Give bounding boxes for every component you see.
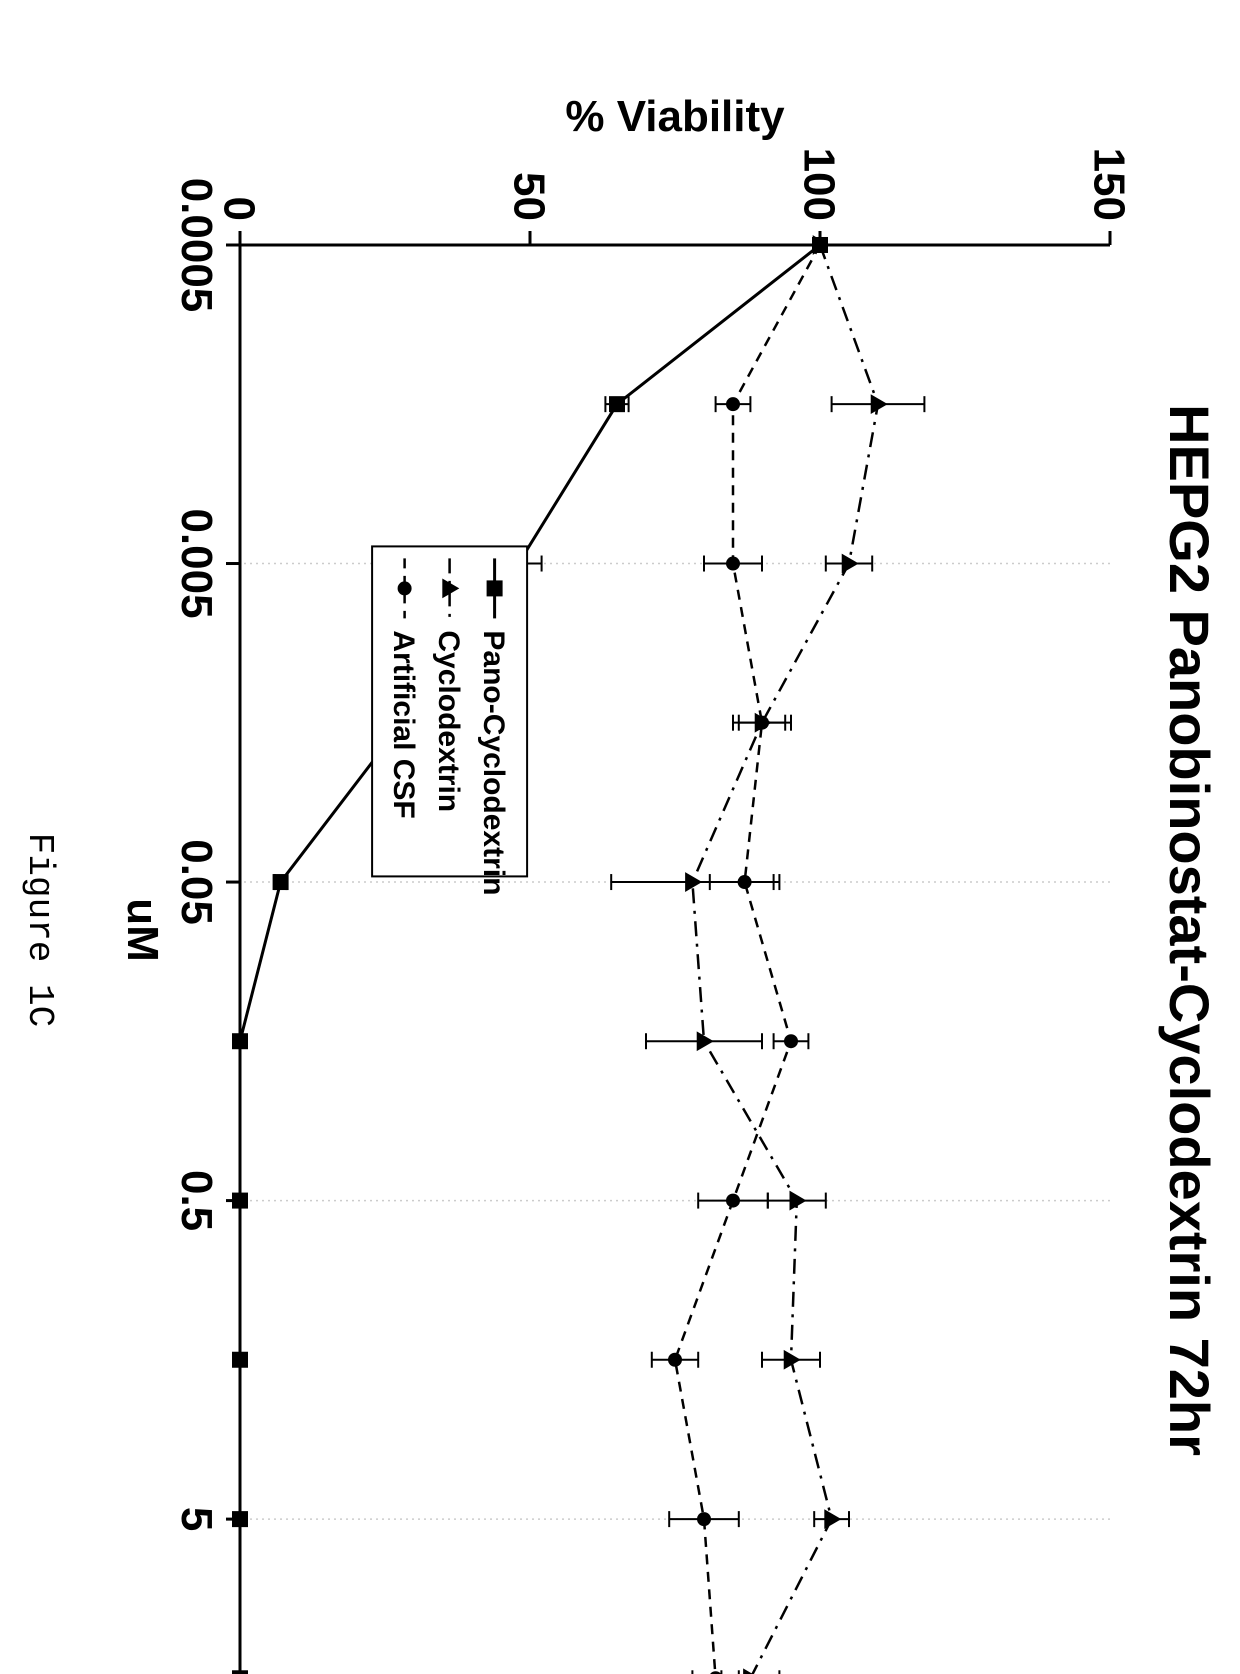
x-axis-label: uM — [118, 898, 167, 962]
y-tick-label: 50 — [505, 172, 554, 221]
page-stage: 0 50 100 150 0.0005 0.005 0.05 0.5 5 uM % Viabilit… — [0, 0, 1240, 1674]
x-tick-label: 5 — [172, 1507, 221, 1531]
y-axis-label: % Viability — [565, 92, 785, 141]
y-tick-label: 0 — [215, 197, 264, 221]
figure-label: Figure 1C — [19, 833, 60, 1027]
legend-label: Pano-Cyclodextrin — [477, 630, 510, 895]
viability-chart: 0 50 100 150 0.0005 0.005 0.05 0.5 5 uM % Viabilit… — [0, 0, 1240, 1674]
legend-label: Artificial CSF — [387, 630, 420, 818]
chart-title: HEPG2 Panobinostat-Cyclodextrin 72hr — [1158, 404, 1221, 1456]
rotated-canvas: 0 50 100 150 0.0005 0.005 0.05 0.5 5 uM % Viabilit… — [0, 0, 1240, 1674]
x-tick-label: 0.05 — [172, 839, 221, 925]
y-tick-label: 150 — [1085, 148, 1134, 221]
x-tick-label: 0.0005 — [172, 178, 221, 313]
x-tick-label: 0.5 — [172, 1170, 221, 1231]
y-tick-label: 100 — [795, 148, 844, 221]
x-tick-label: 0.005 — [172, 508, 221, 618]
legend: Pano-Cyclodextrin Cyclodextrin Artificial … — [372, 546, 527, 895]
legend-label: Cyclodextrin — [432, 630, 465, 812]
